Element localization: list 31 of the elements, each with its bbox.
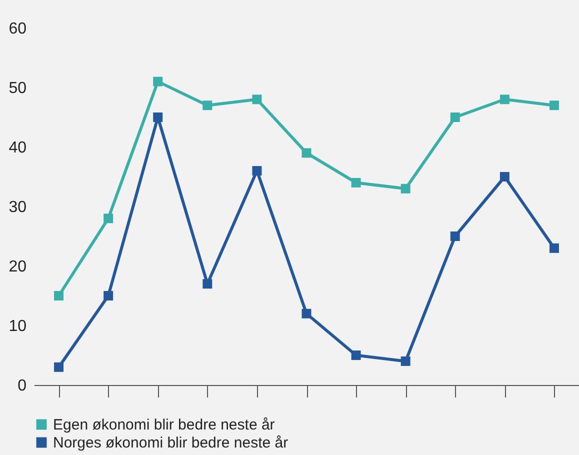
point	[153, 76, 163, 86]
point	[500, 172, 510, 182]
legend-label: Egen økonomi blir bedre neste år	[53, 416, 275, 434]
y-tick-label: 30	[8, 199, 27, 216]
y-tick-label: 40	[8, 140, 27, 156]
point	[302, 148, 312, 158]
point	[351, 178, 361, 188]
point	[302, 308, 312, 318]
point	[153, 112, 163, 122]
y-tick-label: 50	[8, 80, 27, 97]
point	[104, 214, 114, 224]
y-tick-label: 0	[18, 378, 27, 394]
point	[104, 291, 114, 300]
point	[54, 291, 64, 300]
y-tick-label: 10	[8, 318, 27, 335]
point	[549, 243, 559, 253]
point	[549, 100, 559, 110]
point	[202, 100, 212, 110]
point	[351, 350, 361, 360]
point	[252, 166, 262, 176]
point	[400, 184, 410, 194]
point	[400, 356, 410, 366]
point	[202, 279, 212, 289]
point	[54, 362, 64, 372]
point	[450, 232, 460, 241]
point	[500, 94, 510, 104]
y-tick-label: 20	[8, 258, 27, 276]
point	[450, 112, 460, 122]
y-tick-label: 60	[8, 20, 27, 38]
legend-label: Norges økonomi blir bedre neste år	[53, 434, 288, 452]
point	[252, 94, 262, 104]
